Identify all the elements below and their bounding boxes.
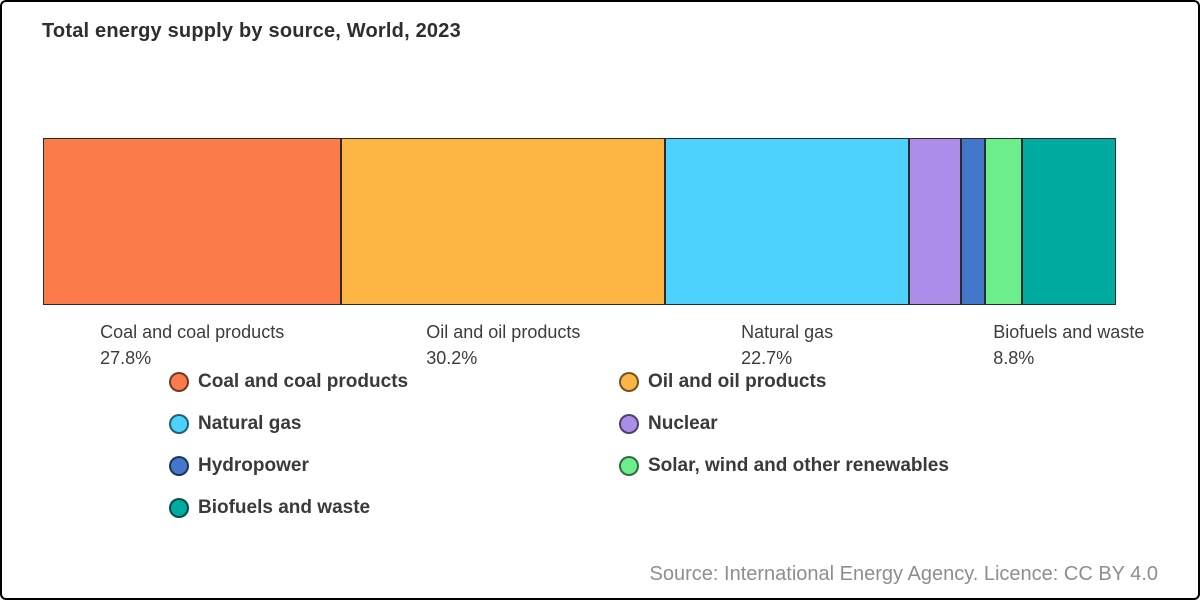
bar-segment-nuclear[interactable]	[908, 138, 962, 305]
legend-item-hydropower: Hydropower	[169, 445, 619, 487]
source-note: Source: International Energy Agency. Lic…	[649, 563, 1158, 585]
bar-segment-hydropower[interactable]	[961, 138, 986, 305]
segment-label-name: Oil and oil products	[426, 322, 581, 342]
segment-label-biofuels-and-waste: Biofuels and waste 8.8%	[993, 319, 1144, 371]
bar-segment-coal-and-coal-products[interactable]	[43, 138, 342, 305]
legend-item-oil-and-oil-products: Oil and oil products	[619, 361, 1069, 403]
legend-label: Hydropower	[198, 455, 309, 476]
legend-item-nuclear: Nuclear	[619, 403, 1069, 445]
bar-labels: Coal and coal products 27.8% Oil and oil p…	[43, 319, 1144, 371]
legend-marker-icon	[619, 456, 639, 476]
legend-item-biofuels-and-waste: Biofuels and waste	[169, 487, 619, 529]
stacked-bar	[43, 138, 1116, 305]
legend-label: Natural gas	[198, 413, 302, 434]
legend-label: Nuclear	[648, 413, 718, 434]
legend-label: Oil and oil products	[648, 371, 827, 392]
segment-label-oil-and-oil-products: Oil and oil products 30.2%	[426, 319, 580, 371]
segment-label-name: Natural gas	[741, 322, 834, 342]
bar-segment-oil-and-oil-products[interactable]	[341, 138, 666, 305]
bar-segment-solar-wind-and-other-renewables[interactable]	[985, 138, 1022, 305]
legend-label: Biofuels and waste	[198, 497, 371, 518]
legend-item-coal-and-coal-products: Coal and coal products	[169, 361, 619, 403]
bar-segment-natural-gas[interactable]	[665, 138, 909, 305]
segment-label-percent: 22.7%	[741, 348, 793, 368]
legend-marker-icon	[619, 372, 639, 392]
legend-item-solar-wind-and-other-renewables: Solar, wind and other renewables	[619, 445, 1069, 487]
segment-label-natural-gas: Natural gas 22.7%	[741, 319, 833, 371]
segment-label-coal-and-coal-products: Coal and coal products 27.8%	[100, 319, 284, 371]
legend-marker-icon	[169, 498, 189, 518]
segment-label-percent: 8.8%	[993, 348, 1035, 368]
bar-segment-biofuels-and-waste[interactable]	[1021, 138, 1116, 305]
legend-label: Coal and coal products	[198, 371, 409, 392]
legend-marker-icon	[619, 414, 639, 434]
page-title: Total energy supply by source, World, 20…	[42, 20, 461, 42]
legend: Coal and coal products Oil and oil produc…	[169, 361, 1069, 529]
legend-marker-icon	[169, 456, 189, 476]
segment-label-percent: 27.8%	[100, 348, 152, 368]
legend-marker-icon	[169, 372, 189, 392]
legend-marker-icon	[169, 414, 189, 434]
segment-label-percent: 30.2%	[426, 348, 478, 368]
legend-label: Solar, wind and other renewables	[648, 455, 949, 476]
segment-label-name: Biofuels and waste	[993, 322, 1145, 342]
legend-item-natural-gas: Natural gas	[169, 403, 619, 445]
segment-label-name: Coal and coal products	[100, 322, 285, 342]
